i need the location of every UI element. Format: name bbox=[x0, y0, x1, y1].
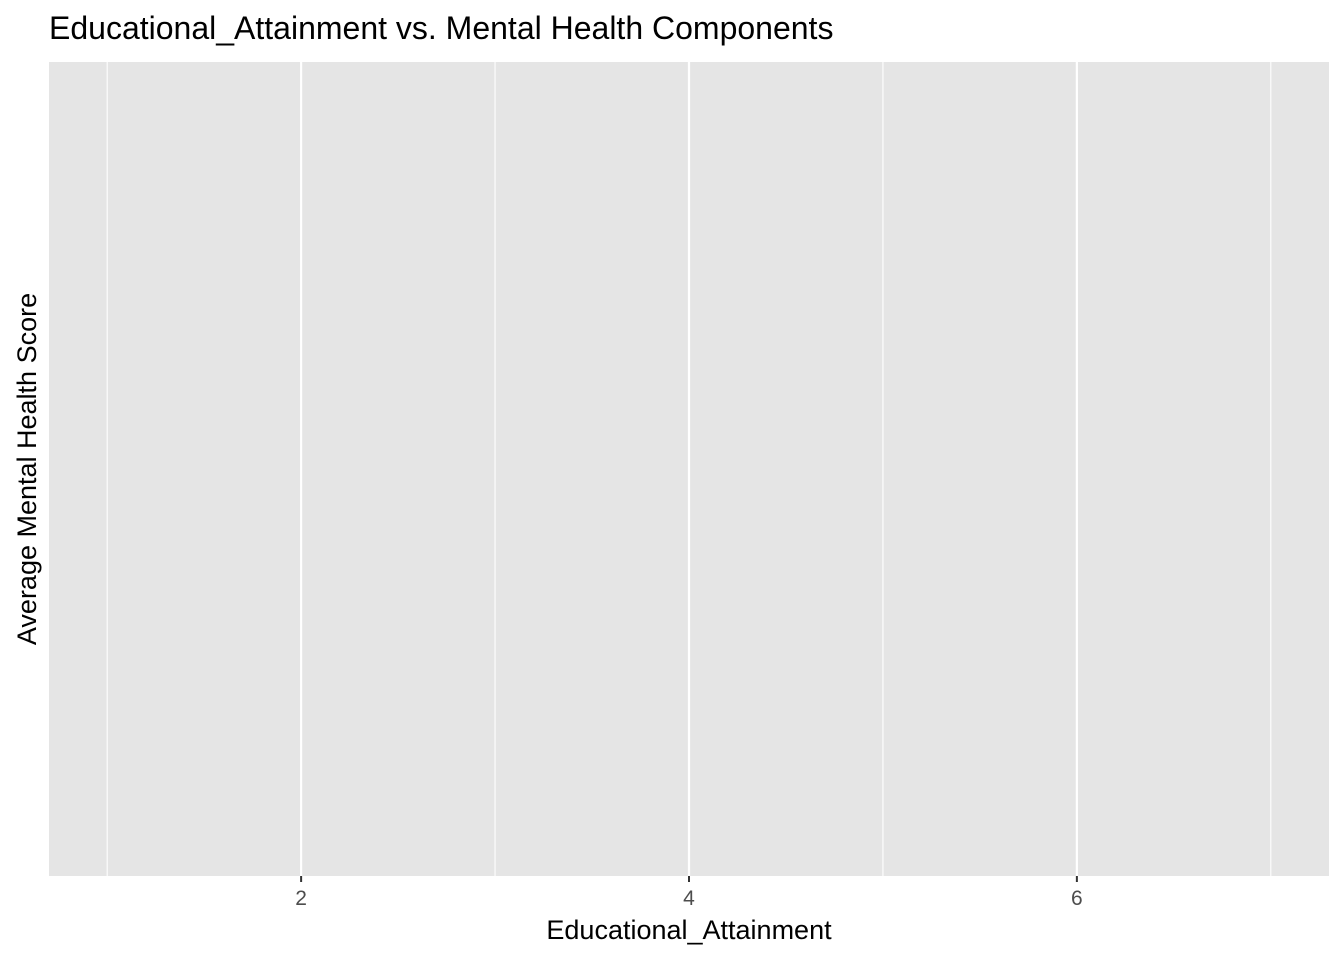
x-tick-label: 6 bbox=[1071, 887, 1083, 910]
x-axis-title: Educational_Attainment bbox=[546, 915, 832, 945]
x-tick-label: 4 bbox=[683, 887, 695, 910]
minor-gridlines bbox=[106, 62, 1272, 876]
x-axis-tick-labels: 2 4 6 bbox=[295, 887, 1082, 910]
major-gridlines bbox=[300, 62, 1078, 876]
chart-title: Educational_Attainment vs. Mental Health… bbox=[49, 10, 833, 46]
x-tick-label: 2 bbox=[295, 887, 307, 910]
x-axis-ticks bbox=[300, 876, 1078, 882]
y-axis-title: Average Mental Health Score bbox=[12, 293, 42, 645]
